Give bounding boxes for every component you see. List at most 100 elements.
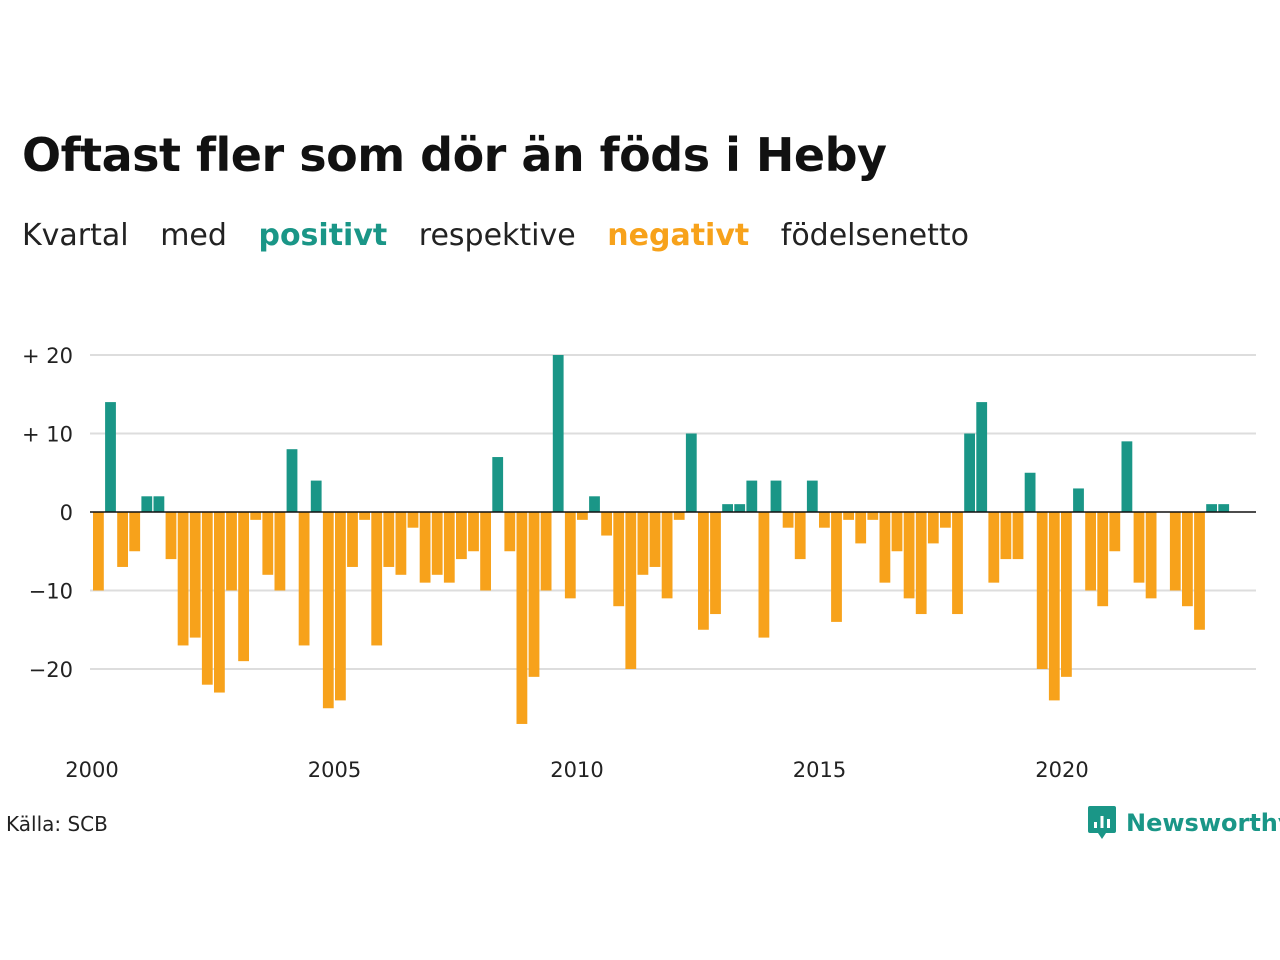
bar — [322, 512, 334, 709]
bar — [734, 504, 746, 512]
x-tick-label: 2020 — [1035, 758, 1088, 782]
bar — [1097, 512, 1109, 607]
bar — [492, 457, 504, 512]
subtitle-word-fodelsenetto: födelsenetto — [780, 218, 969, 253]
bar — [564, 512, 576, 599]
bar — [722, 504, 733, 512]
bar — [443, 512, 455, 583]
chart-title: Oftast fler som dör än föds i Heby — [22, 128, 887, 182]
newsworthy-brand[interactable]: Newsworthy — [1088, 803, 1280, 843]
bar — [335, 512, 346, 701]
y-tick-label: + 10 — [22, 423, 73, 447]
y-tick-label: + 20 — [22, 344, 73, 368]
bar — [1109, 512, 1121, 552]
bar — [347, 512, 358, 567]
bar — [1036, 512, 1048, 669]
bar — [746, 480, 758, 512]
bar — [383, 512, 395, 567]
bar — [1000, 512, 1012, 560]
bar — [504, 512, 516, 552]
bar — [274, 512, 286, 591]
bar — [940, 512, 951, 528]
bar — [843, 512, 854, 520]
subtitle-word-med: med — [160, 218, 227, 253]
bar — [177, 512, 189, 646]
bar — [238, 512, 249, 662]
bar — [165, 512, 177, 560]
bar — [661, 512, 673, 599]
bar — [1073, 488, 1084, 512]
bar — [1133, 512, 1145, 583]
bar — [117, 512, 128, 567]
x-tick-label: 2005 — [308, 758, 361, 782]
x-tick-label: 2015 — [793, 758, 846, 782]
bar — [782, 512, 794, 528]
bar — [189, 512, 201, 638]
bar — [1194, 512, 1205, 630]
brand-name[interactable]: Newsworthy — [1126, 809, 1280, 837]
bar — [516, 512, 528, 724]
newsworthy-logo-icon — [1088, 806, 1116, 839]
bar — [1121, 441, 1133, 512]
subtitle-word-respektive: respektive — [418, 218, 576, 253]
bar — [468, 512, 479, 552]
bar — [528, 512, 540, 677]
x-tick-label: 2010 — [550, 758, 603, 782]
bar — [710, 512, 721, 615]
bar — [758, 512, 770, 638]
bar — [1206, 504, 1217, 512]
bar — [153, 496, 165, 512]
bar — [1024, 472, 1036, 512]
bar — [456, 512, 467, 560]
bar-chart: + 20 + 10 0 −10 −20 2000 2005 2010 2015 2020 — [22, 344, 1256, 782]
bar — [976, 402, 988, 512]
bar — [1145, 512, 1157, 599]
subtitle-negative-word: negativt — [607, 218, 750, 253]
bar — [964, 433, 975, 512]
bar — [395, 512, 407, 575]
bar — [298, 512, 310, 646]
bar — [262, 512, 274, 575]
bar — [952, 512, 963, 615]
bar — [540, 512, 552, 591]
bar — [141, 496, 153, 512]
bar — [1061, 512, 1072, 677]
bar — [867, 512, 879, 520]
bar — [915, 512, 927, 615]
source-note: Källa: SCB — [6, 812, 108, 836]
bar — [855, 512, 867, 544]
bar — [794, 512, 806, 560]
bar — [831, 512, 842, 622]
bar — [1169, 512, 1181, 591]
bar — [577, 512, 588, 520]
bar — [226, 512, 237, 591]
bar — [286, 449, 298, 512]
bar — [371, 512, 383, 646]
y-tick-label: −10 — [29, 580, 73, 604]
y-tick-label: 0 — [60, 501, 73, 525]
x-tick-label: 2000 — [65, 758, 118, 782]
bar — [770, 480, 782, 512]
bar — [310, 480, 322, 512]
bar — [685, 433, 697, 512]
bar — [359, 512, 370, 520]
bar — [1218, 504, 1230, 512]
bar — [129, 512, 141, 552]
bar — [613, 512, 625, 607]
bar — [625, 512, 637, 669]
bar — [927, 512, 939, 544]
bar — [637, 512, 649, 575]
bar — [879, 512, 891, 583]
bar — [806, 480, 818, 512]
bar — [1048, 512, 1060, 701]
bar — [93, 512, 104, 591]
bar — [589, 496, 600, 512]
bar — [480, 512, 491, 591]
bar — [1012, 512, 1024, 560]
bar — [419, 512, 431, 583]
bar — [903, 512, 915, 599]
bar — [105, 402, 116, 512]
bar — [819, 512, 830, 528]
y-tick-label: −20 — [29, 658, 73, 682]
bar — [988, 512, 1000, 583]
